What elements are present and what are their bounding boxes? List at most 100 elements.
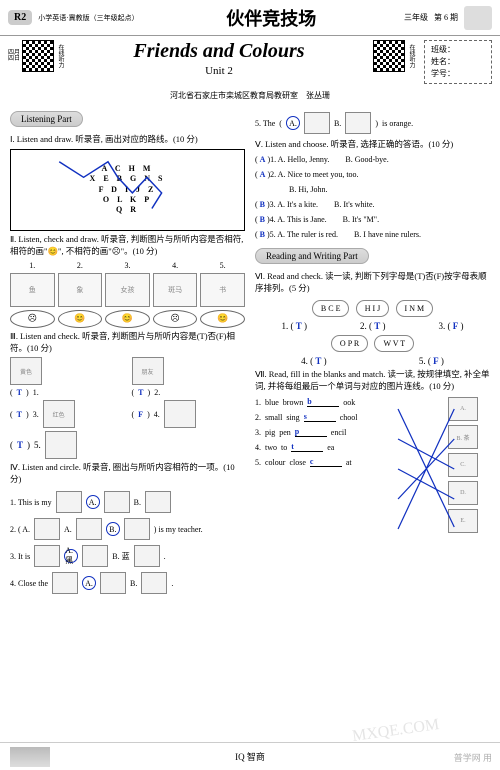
title-row: 四月 四日 在线听力 Friends and Colours Unit 2 在线… xyxy=(0,36,500,88)
q2-img-5: 书 xyxy=(200,273,245,307)
q7-rows: 1. blue brown book 2. small sing school 3.… xyxy=(255,397,450,467)
q6-bubbles-1: B C E H I J I N M xyxy=(255,298,490,319)
q3-ans-5: ( T )5. xyxy=(10,431,245,459)
bubble-3: I N M xyxy=(396,300,434,317)
header-sub: 小学英语·冀教版（三年级起点） xyxy=(38,13,138,23)
face-2: 😊 xyxy=(58,310,103,328)
q4-5-imgb xyxy=(345,112,371,134)
q5-head: Ⅴ. Listen and choose. 听录音, 选择正确的答语。(10 分… xyxy=(255,139,490,151)
qr-left-wrap: 四月 四日 在线听力 xyxy=(8,40,65,72)
q3-ans-3: ( T )3. 红色 xyxy=(10,400,124,428)
unit-title: Unit 2 xyxy=(73,65,365,77)
q5-row-1: ( A )1. A. Hello, Jenny. B. Good-bye. xyxy=(255,154,490,166)
q7-row-1: 1. blue brown book xyxy=(255,397,450,407)
title-center: Friends and Colours Unit 2 xyxy=(73,40,365,77)
q3-img-1: 黄色 xyxy=(10,357,42,385)
q5-row-5: ( B )5. A. The ruler is red. B. I have n… xyxy=(255,229,490,241)
face-1: ☹ xyxy=(10,310,55,328)
face-3: 😊 xyxy=(105,310,150,328)
q5-rows: ( A )1. A. Hello, Jenny. B. Good-bye. ( A… xyxy=(255,154,490,241)
q3-ans-4: ( F )4. xyxy=(132,400,246,428)
qr-right-label: 在线听力 xyxy=(407,44,416,68)
student-info-box: 班级： 姓名： 学号： xyxy=(424,40,492,84)
q7-row-5: 5. colour close cat xyxy=(255,457,450,467)
q4-row-2: 2. ( A. A. B. ) is my teacher. xyxy=(10,518,245,540)
q3-img-3: 红色 xyxy=(43,400,75,428)
bubble-4: O P R xyxy=(331,335,368,352)
right-column: 5. The ( A. B. ) is orange. Ⅴ. Listen an… xyxy=(255,107,490,599)
q1-path-overlay xyxy=(11,150,244,230)
q3-item-2: 朋友 xyxy=(132,357,246,385)
q4-row-1: 1. This is my A. B. xyxy=(10,491,245,513)
q3-grid: 黄色 朋友 ( T )1. ( T )2. ( T )3. 红色 ( F )4. xyxy=(10,357,245,428)
q2-img-2: 象 xyxy=(58,273,103,307)
qr-date: 四月 四日 xyxy=(8,50,20,62)
face-4: ☹ xyxy=(153,310,198,328)
q6-ans-2: 4. ( T ) 5. ( F ) xyxy=(255,356,490,366)
q2-nums: 1. 2. 3. 4. 5. xyxy=(10,261,245,270)
q4-head: Ⅳ. Listen and circle. 听录音, 圈出与所听内容相符的一项。… xyxy=(10,462,245,486)
q7-head: Ⅶ. Read, fill in the blanks and match. 读… xyxy=(255,369,490,393)
page-header: R2 小学英语·冀教版（三年级起点） 伙伴竞技场 三年级 第 6 期 xyxy=(0,0,500,36)
badge: R2 xyxy=(8,10,32,25)
q4-row-5: 5. The ( A. B. ) is orange. xyxy=(255,112,490,134)
q4-5-imga xyxy=(304,112,330,134)
qr-right-wrap: 在线听力 xyxy=(373,40,416,72)
name-field: 姓名： xyxy=(431,56,485,68)
q2-img-1: 鱼 xyxy=(10,273,55,307)
q5-row-2: ( A )2. A. Nice to meet you, too. xyxy=(255,169,490,181)
q4-5-a: A. xyxy=(286,116,300,130)
q7-thumb-d: D. xyxy=(448,481,478,505)
q3-item-1: 黄色 xyxy=(10,357,124,385)
q4-row-3: 3. It is A. 黑 B. 蓝 . xyxy=(10,545,245,567)
left-column: Listening Part Ⅰ. Listen and draw. 听录音, … xyxy=(10,107,245,599)
header-grade: 三年级 xyxy=(404,12,428,23)
footer-books-icon xyxy=(10,747,50,767)
q3-ans-1: ( T )1. xyxy=(10,388,124,397)
header-title: 伙伴竞技场 xyxy=(145,5,398,31)
id-field: 学号： xyxy=(431,68,485,80)
q2-img-3: 女孩 xyxy=(105,273,150,307)
qr-left-label: 在线听力 xyxy=(56,44,65,68)
q1-head: Ⅰ. Listen and draw. 听录音, 画出对应的路线。(10 分) xyxy=(10,134,245,146)
q6-bubbles-2: O P R W V T xyxy=(255,333,490,354)
q7-wrap: 1. blue brown book 2. small sing school 3.… xyxy=(255,397,490,547)
bubble-1: B C E xyxy=(312,300,350,317)
class-field: 班级： xyxy=(431,44,485,56)
q2-img-4: 斑马 xyxy=(153,273,198,307)
q4-rows: 1. This is my A. B. 2. ( A. A. B. ) is m… xyxy=(10,491,245,594)
q2-thumbs: 鱼 象 女孩 斑马 书 xyxy=(10,273,245,307)
main-title: Friends and Colours xyxy=(73,40,365,63)
q6-ans-1: 1. ( T ) 2. ( T ) 3. ( F ) xyxy=(255,321,490,331)
content-columns: Listening Part Ⅰ. Listen and draw. 听录音, … xyxy=(0,107,500,599)
q4-row-4: 4. Close the A. B. . xyxy=(10,572,245,594)
q1-hexgrid: A C H M X E B G N S F D I J Z O L K P Q … xyxy=(10,149,245,231)
q3-img-4 xyxy=(164,400,196,428)
page-footer: IQ 智商 xyxy=(0,742,500,770)
qr-code-right xyxy=(373,40,405,72)
qr-code-left xyxy=(22,40,54,72)
q7-thumb-c: C. xyxy=(448,453,478,477)
q3-head: Ⅲ. Listen and check. 听录音, 判断图片与所听内容是(T)否… xyxy=(10,331,245,355)
watermark-small: 普学网 用 xyxy=(454,751,492,764)
footer-iq: IQ 智商 xyxy=(235,750,265,763)
q6-head: Ⅵ. Read and check. 读一读, 判断下列字母是(T)否(F)按字… xyxy=(255,271,490,295)
bubble-2: H I J xyxy=(356,300,390,317)
header-issue: 第 6 期 xyxy=(434,12,458,23)
q5-row-4: ( B )4. A. This is Jane. B. It's "M". xyxy=(255,214,490,226)
author-line: 河北省石家庄市栾城区教育局教研室 张丛珊 xyxy=(0,88,500,107)
face-5: 😊 xyxy=(200,310,245,328)
listening-banner: Listening Part xyxy=(10,111,83,127)
q7-thumb-e: E. xyxy=(448,509,478,533)
q7-thumb-a: A. xyxy=(448,397,478,421)
bubble-5: W V T xyxy=(374,335,414,352)
q7-row-4: 4. two to tea xyxy=(255,442,450,452)
q7-thumb-b: B. 茶 xyxy=(448,425,478,449)
q5-row-3: ( B )3. A. It's a kite. B. It's white. xyxy=(255,199,490,211)
q3-img-5 xyxy=(45,431,77,459)
reading-banner: Reading and Writing Part xyxy=(255,248,369,264)
q7-row-2: 2. small sing school xyxy=(255,412,450,422)
header-illustration xyxy=(464,6,492,30)
q2-faces: ☹ 😊 😊 ☹ 😊 xyxy=(10,310,245,328)
q7-row-3: 3. pig pen pencil xyxy=(255,427,450,437)
